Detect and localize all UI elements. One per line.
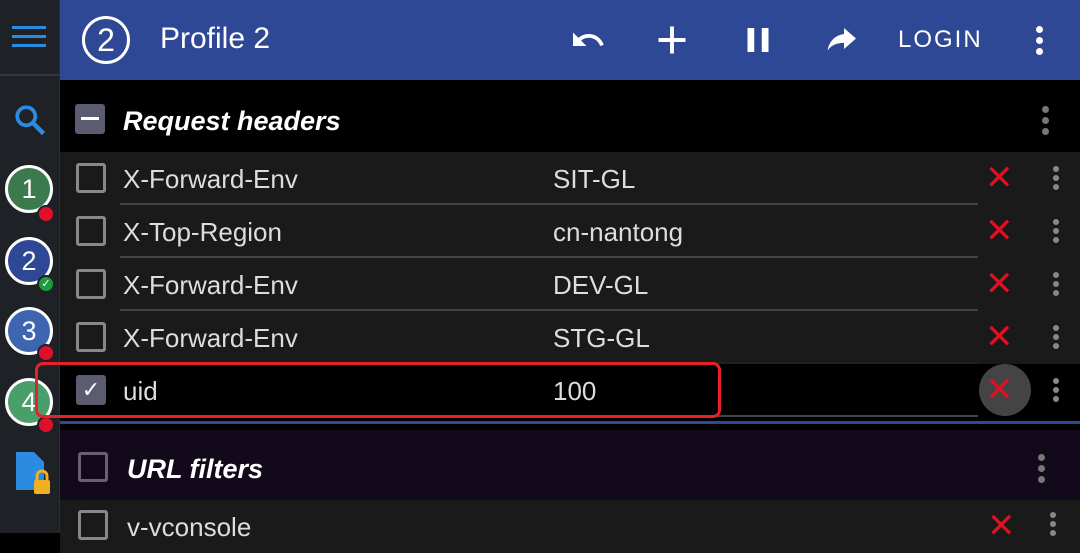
check-badge-icon: ✓ <box>37 275 55 293</box>
share-icon[interactable] <box>822 22 860 58</box>
row-checkbox[interactable] <box>76 269 106 299</box>
header-name[interactable]: X-Forward-Env <box>123 270 298 300</box>
profile-button-1[interactable]: 1 <box>5 165 53 213</box>
row-checkbox-checked[interactable]: ✓ <box>76 375 106 405</box>
profile-label: 3 <box>21 315 37 346</box>
header-value[interactable]: DEV-GL <box>553 270 649 300</box>
delete-icon[interactable]: ✕ <box>985 212 1014 250</box>
delete-icon[interactable]: ✕ <box>985 159 1014 197</box>
divider <box>0 74 60 76</box>
filter-name[interactable]: v-vconsole <box>127 512 252 542</box>
row-checkbox[interactable] <box>76 216 106 246</box>
header-row[interactable]: X-Forward-Env DEV-GL ✕ <box>60 258 1080 311</box>
delete-icon[interactable]: ✕ <box>985 371 1014 409</box>
file-lock-icon[interactable] <box>12 450 58 496</box>
annotation-highlight-box <box>35 362 721 418</box>
request-headers-section: Request headers <box>60 84 1080 154</box>
divider <box>120 256 978 258</box>
profile-label: 4 <box>21 386 37 417</box>
menu-icon[interactable] <box>12 26 46 50</box>
add-icon[interactable] <box>654 22 690 58</box>
section-divider <box>60 421 1080 424</box>
delete-pressed-highlight <box>979 364 1031 416</box>
row-checkbox[interactable] <box>76 163 106 193</box>
section-checkbox[interactable] <box>78 452 108 482</box>
sidebar: 1 2 ✓ 3 4 <box>0 0 60 533</box>
header-name[interactable]: X-Forward-Env <box>123 323 298 353</box>
login-button[interactable]: LOGIN <box>898 26 983 53</box>
row-more-icon[interactable] <box>1050 512 1058 539</box>
header-value[interactable]: STG-GL <box>553 323 650 353</box>
header-value[interactable]: cn-nantong <box>553 217 684 247</box>
header-name[interactable]: X-Top-Region <box>123 217 282 247</box>
row-more-icon[interactable] <box>1053 325 1061 352</box>
section-more-icon[interactable] <box>1042 106 1050 139</box>
undo-icon[interactable] <box>568 22 608 58</box>
divider <box>120 203 978 205</box>
header-row[interactable]: X-Forward-Env STG-GL ✕ <box>60 311 1080 364</box>
header-row-selected[interactable]: ✓ uid 100 ✕ <box>60 364 1080 417</box>
header-value[interactable]: SIT-GL <box>553 164 636 194</box>
profile-button-4[interactable]: 4 <box>5 378 53 426</box>
profile-number-badge: 2 <box>82 16 130 64</box>
divider <box>120 309 978 311</box>
url-filter-row[interactable]: v-vconsole ✕ <box>60 500 1080 553</box>
header-name[interactable]: uid <box>123 376 158 406</box>
red-dot-icon <box>37 416 55 434</box>
section-partial-checkbox[interactable] <box>75 104 105 134</box>
pause-icon[interactable] <box>740 22 776 58</box>
header-value[interactable]: 100 <box>553 376 597 406</box>
delete-icon[interactable]: ✕ <box>985 265 1014 303</box>
profile-label: 2 <box>21 245 37 276</box>
header-row[interactable]: X-Top-Region cn-nantong ✕ <box>60 205 1080 258</box>
header-name[interactable]: X-Forward-Env <box>123 164 298 194</box>
red-dot-icon <box>37 344 55 362</box>
row-more-icon[interactable] <box>1053 219 1061 246</box>
delete-icon[interactable]: ✕ <box>987 507 1016 545</box>
delete-icon[interactable]: ✕ <box>985 318 1014 356</box>
section-title: URL filters <box>127 454 264 484</box>
row-checkbox[interactable] <box>78 510 108 540</box>
app-header: 2 Profile 2 LOGIN <box>60 0 1080 80</box>
section-title: Request headers <box>123 106 341 136</box>
more-options-icon[interactable] <box>1036 26 1044 59</box>
row-more-icon[interactable] <box>1053 378 1061 405</box>
row-checkbox[interactable] <box>76 322 106 352</box>
row-more-icon[interactable] <box>1053 272 1061 299</box>
row-more-icon[interactable] <box>1053 166 1061 193</box>
header-row[interactable]: X-Forward-Env SIT-GL ✕ <box>60 152 1080 205</box>
search-icon[interactable] <box>12 102 48 138</box>
profile-label: 1 <box>21 173 37 204</box>
red-dot-icon <box>37 205 55 223</box>
page-title: Profile 2 <box>160 22 271 55</box>
url-filters-section: URL filters <box>60 430 1080 500</box>
section-more-icon[interactable] <box>1038 454 1046 487</box>
